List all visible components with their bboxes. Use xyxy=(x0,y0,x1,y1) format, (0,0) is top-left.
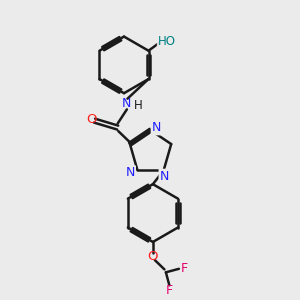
Text: N: N xyxy=(122,98,131,110)
Text: F: F xyxy=(166,284,173,297)
Text: N: N xyxy=(126,166,135,179)
Text: F: F xyxy=(181,262,188,275)
Text: N: N xyxy=(152,122,161,134)
Text: HO: HO xyxy=(158,35,175,48)
Text: N: N xyxy=(160,170,170,183)
Text: N: N xyxy=(160,170,169,183)
Text: O: O xyxy=(148,250,158,263)
Text: O: O xyxy=(86,113,97,126)
Text: H: H xyxy=(134,99,143,112)
